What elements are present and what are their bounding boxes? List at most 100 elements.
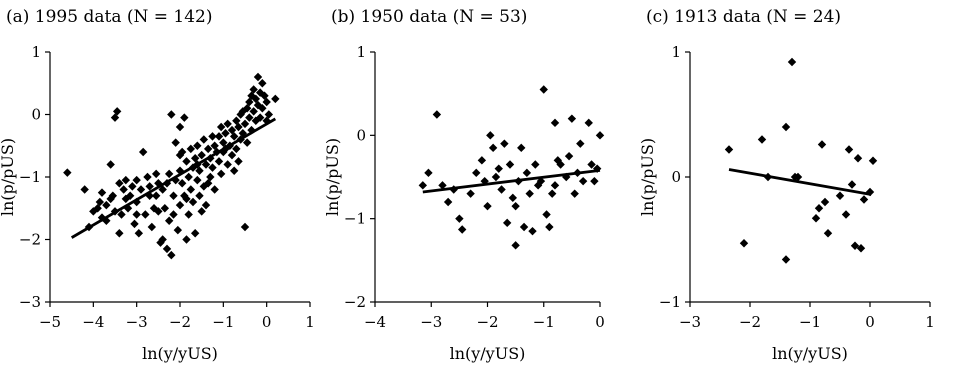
x-axis-label-b: ln(y/yUS)	[450, 344, 526, 363]
data-point	[145, 191, 154, 200]
data-point	[811, 214, 821, 223]
x-tick-label: 0	[865, 313, 875, 331]
data-point	[102, 216, 111, 225]
data-point	[570, 189, 579, 198]
data-point	[197, 150, 206, 160]
data-point	[584, 118, 593, 128]
data-point	[145, 182, 154, 191]
data-point	[247, 125, 256, 135]
data-point	[203, 179, 213, 188]
data-point	[138, 147, 148, 157]
data-point	[835, 191, 845, 200]
data-point	[418, 181, 428, 190]
data-point	[177, 179, 187, 188]
data-point	[115, 179, 124, 188]
y-tick-label: −1	[659, 293, 681, 311]
y-tick-label: −3	[19, 293, 41, 311]
data-point	[201, 160, 211, 169]
data-point	[151, 191, 161, 200]
data-point	[197, 207, 206, 216]
data-point	[175, 200, 185, 210]
data-point	[227, 150, 237, 160]
data-point	[216, 169, 226, 179]
data-point	[564, 151, 574, 161]
data-point	[169, 191, 178, 200]
y-axis-label-b: ln(p/pUS)	[323, 138, 342, 216]
data-point	[210, 141, 219, 150]
y-tick-label: 1	[356, 43, 366, 61]
data-point	[195, 166, 204, 175]
data-point	[853, 154, 863, 163]
data-point	[110, 113, 120, 122]
data-point	[823, 229, 833, 238]
x-tick-label: 0	[262, 313, 272, 331]
data-point	[203, 144, 213, 154]
data-point	[497, 185, 506, 194]
data-point	[199, 182, 209, 191]
x-tick-label: −5	[39, 313, 61, 331]
data-point	[154, 207, 163, 216]
data-point	[229, 166, 239, 175]
data-point	[195, 191, 204, 200]
data-point	[483, 201, 492, 211]
data-point	[576, 139, 585, 148]
data-point	[121, 175, 131, 185]
data-point	[859, 195, 869, 204]
data-point	[234, 122, 243, 132]
data-point	[757, 135, 767, 144]
data-point	[486, 131, 495, 140]
x-tick-label: 1	[305, 313, 315, 331]
data-point	[201, 200, 211, 210]
data-point	[724, 145, 734, 154]
data-point	[781, 255, 791, 264]
data-point	[169, 210, 178, 219]
data-point	[258, 79, 267, 88]
data-point	[115, 229, 124, 238]
data-point	[814, 204, 824, 213]
data-point	[542, 210, 551, 219]
y-tick-label: −2	[344, 293, 366, 311]
data-point	[186, 185, 196, 194]
data-point	[238, 107, 248, 116]
data-point	[117, 210, 126, 219]
data-point	[511, 241, 520, 250]
x-axis-label-c: ln(y/yUS)	[772, 344, 848, 363]
data-point	[119, 185, 128, 194]
data-point	[108, 191, 118, 200]
data-point	[184, 172, 193, 182]
data-point	[112, 107, 122, 116]
data-point	[455, 214, 464, 223]
chart-title-a: (a) 1995 data (N = 142)	[6, 7, 213, 27]
data-point	[528, 226, 537, 236]
data-point	[245, 97, 254, 107]
data-point	[868, 156, 878, 165]
data-point	[472, 168, 481, 178]
data-point	[550, 181, 560, 190]
chart-title-b: (b) 1950 data (N = 53)	[331, 7, 527, 27]
data-point	[505, 160, 515, 169]
data-point	[206, 172, 215, 182]
data-point	[89, 207, 98, 216]
data-point	[844, 145, 854, 154]
data-point	[106, 194, 115, 204]
data-point	[149, 204, 159, 213]
panel-c: (c) 1913 data (N = 24) −1 0 1 −3 −2 −1 0 1 ln(y/y…	[638, 7, 935, 363]
data-point	[223, 119, 232, 129]
chart-title-c: (c) 1913 data (N = 24)	[646, 7, 841, 27]
data-point	[511, 201, 520, 211]
x-tick-label: −2	[476, 313, 498, 331]
data-point	[856, 244, 866, 253]
data-point	[432, 110, 442, 119]
data-point	[251, 94, 261, 104]
data-point	[175, 150, 185, 160]
panel-a: (a) 1995 data (N = 142) −3 −2 −1 0 1 −5 −4 −3 −2 −…	[0, 7, 315, 363]
data-point	[219, 138, 228, 147]
data-point	[186, 144, 196, 154]
data-point	[781, 122, 791, 132]
data-point	[151, 169, 161, 179]
data-point	[125, 191, 135, 200]
data-point	[249, 85, 258, 94]
data-point	[208, 163, 217, 172]
